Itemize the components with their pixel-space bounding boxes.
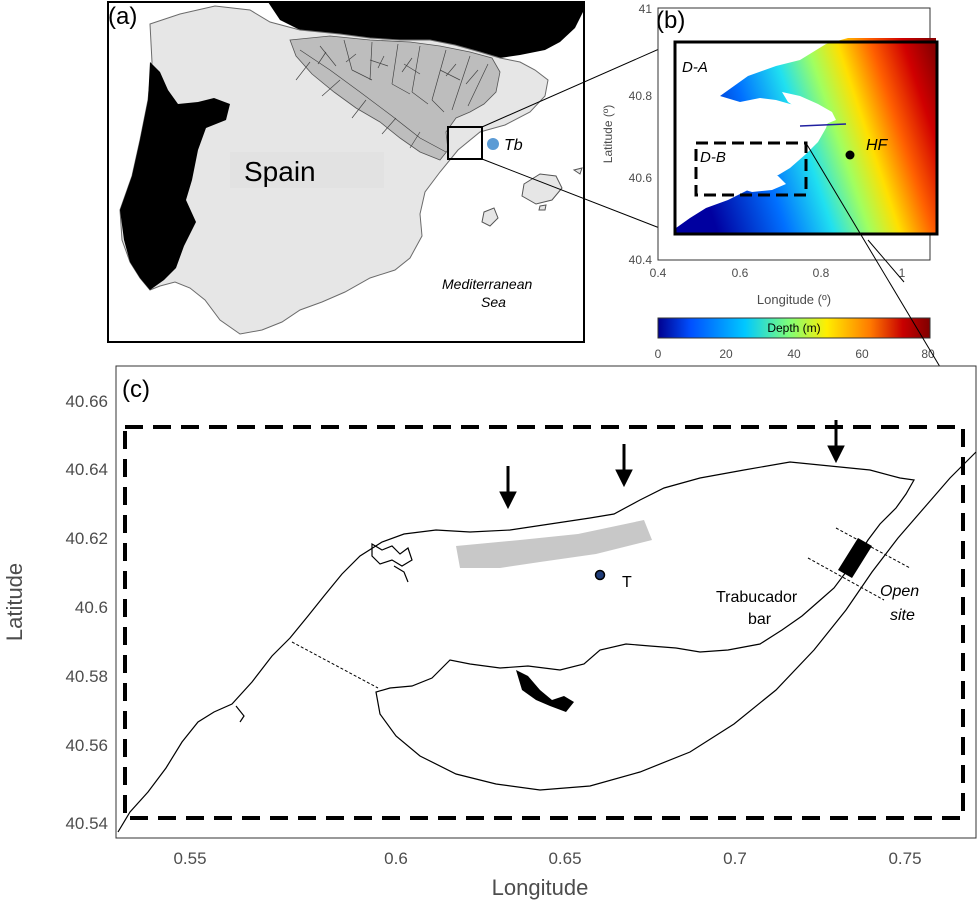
panel-b-bathymetry: HF D-A D-B 0.4 0.6 0.8 1 41 40.8 40.6 40… — [601, 2, 939, 361]
panel-b-xticks: 0.4 0.6 0.8 1 — [650, 266, 906, 280]
c-ytick: 40.56 — [65, 736, 108, 755]
b-xtick: 0.8 — [813, 266, 830, 280]
arrow-head — [827, 445, 845, 464]
station-t-label: T — [622, 574, 632, 591]
open-site-line2: site — [890, 607, 915, 624]
open-site-line1: Open — [880, 583, 919, 600]
colorbar-tick: 0 — [655, 347, 662, 361]
c-ytick: 40.54 — [65, 814, 108, 833]
hf-label: HF — [866, 137, 889, 154]
colorbar-title: Depth (m) — [767, 321, 820, 335]
balearic-islet — [538, 204, 547, 211]
b-xtick: 0.6 — [732, 266, 749, 280]
panel-a-map: Tb Spain Mediterranean Sea (a) — [107, 1, 585, 343]
colorbar-tick: 60 — [855, 347, 869, 361]
domain-b-label: D-B — [700, 149, 726, 166]
domain-b-box — [694, 141, 808, 197]
arrow-markers — [499, 420, 845, 510]
arrow-head — [615, 469, 633, 488]
b-ytick: 40.4 — [629, 253, 653, 267]
depth-colorbar — [657, 317, 931, 339]
panel-c-axes — [115, 365, 977, 839]
b-ytick: 40.6 — [629, 171, 653, 185]
harbour-detail — [235, 542, 413, 723]
balearic-ibiza — [481, 207, 499, 227]
study-area-box — [447, 126, 483, 160]
site-marker-tb — [487, 138, 499, 150]
lagoon-islets — [516, 670, 574, 712]
c-xtick: 0.65 — [548, 849, 581, 868]
open-site-transect-south — [807, 557, 885, 601]
sea-label-line2: Sea — [481, 294, 506, 310]
colorbar-tick: 80 — [921, 347, 935, 361]
hf-radar-marker — [845, 150, 855, 160]
c-ytick: 40.6 — [75, 598, 108, 617]
c-xtick: 0.6 — [384, 849, 408, 868]
c-ytick: 40.66 — [65, 392, 108, 411]
c-xtick: 0.55 — [173, 849, 206, 868]
portugal-land — [120, 62, 230, 290]
c-ytick: 40.64 — [65, 460, 108, 479]
panel-b-yticks: 41 40.8 40.6 40.4 — [629, 2, 653, 267]
ebro-delta-land — [782, 92, 836, 124]
ebro-river-network — [295, 39, 489, 153]
station-t-marker — [594, 569, 606, 581]
zoom-connector-a-bottom — [481, 158, 676, 235]
alfacs-bay — [732, 172, 786, 192]
c-xtick: 0.75 — [888, 849, 921, 868]
domain-a-label: D-A — [682, 59, 708, 76]
sampling-band — [456, 520, 652, 568]
sea-label-line1: Mediterranean — [442, 276, 532, 292]
country-label: Spain — [244, 156, 316, 187]
open-site-marker — [838, 538, 872, 578]
c-ytick: 40.62 — [65, 529, 108, 548]
panel-a-label: (a) — [108, 3, 137, 30]
b-xlabel: Longitude (º) — [757, 292, 831, 307]
bay-mouth-line — [291, 641, 379, 689]
neighbour-land-north — [268, 2, 584, 58]
panel-c-label: (c) — [122, 376, 150, 403]
c-xtick: 0.7 — [723, 849, 747, 868]
c-xlabel: Longitude — [492, 875, 589, 900]
balearic-menorca — [572, 167, 583, 175]
b-ytick: 40.8 — [629, 89, 653, 103]
bar-label-line2: bar — [748, 611, 772, 628]
balearic-mallorca — [521, 173, 563, 205]
b-xtick: 0.4 — [650, 266, 667, 280]
panel-c-yticks: 40.66 40.64 40.62 40.6 40.58 40.56 40.54 — [65, 392, 108, 833]
b-xtick: 1 — [899, 266, 906, 280]
country-label-bg — [230, 152, 384, 188]
bay-coastline — [117, 451, 977, 833]
b-ytick: 41 — [639, 2, 653, 16]
arrow-head — [499, 491, 517, 510]
panel-c-xticks: 0.55 0.6 0.65 0.7 0.75 — [173, 849, 921, 868]
zoom-connector-a-top — [481, 41, 676, 128]
colorbar-tick: 40 — [787, 347, 801, 361]
b-ylabel: Latitude (º) — [601, 105, 615, 163]
bar-label-line1: Trabucador — [716, 589, 798, 606]
colorbar-tick: 20 — [719, 347, 733, 361]
transect-line — [799, 123, 847, 127]
c-ytick: 40.58 — [65, 667, 108, 686]
panel-c-map: T Trabucador bar Open site (c) 40.66 40.… — [2, 365, 977, 900]
zoom-connector-b2 — [867, 239, 905, 283]
c-ylabel: Latitude — [2, 563, 27, 641]
open-site-transect-north — [835, 527, 911, 569]
site-label-tb: Tb — [504, 137, 523, 154]
colorbar-ticks: 0 20 40 60 80 — [655, 347, 935, 361]
panel-b-label: (b) — [656, 7, 685, 34]
domain-a-box — [673, 40, 939, 236]
bathymetry-field — [676, 38, 936, 234]
